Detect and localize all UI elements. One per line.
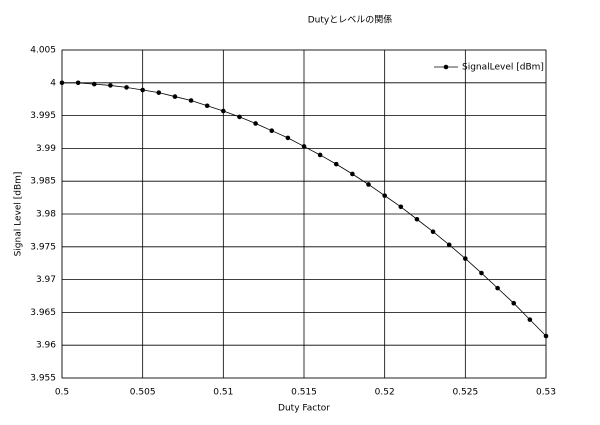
data-point — [463, 256, 468, 261]
data-point — [446, 242, 452, 248]
data-point — [108, 83, 113, 88]
y-tick-label: 3.955 — [30, 374, 56, 384]
data-point — [124, 85, 129, 90]
data-point — [91, 81, 97, 87]
data-point — [543, 333, 549, 339]
data-point — [398, 204, 404, 210]
y-tick-label: 3.96 — [36, 341, 56, 351]
data-point — [75, 80, 81, 86]
data-point — [269, 128, 275, 133]
data-point — [172, 94, 178, 99]
y-axis-label: Signal Level [dBm] — [14, 172, 24, 257]
y-tick-label: 3.99 — [36, 144, 56, 154]
data-point — [301, 144, 307, 149]
x-tick-label: 0.52 — [375, 388, 395, 398]
data-point — [317, 152, 323, 158]
data-point — [237, 114, 242, 120]
x-tick-label: 0.53 — [536, 388, 556, 398]
data-point — [479, 270, 484, 276]
y-tick-label: 3.985 — [30, 177, 56, 187]
data-point — [285, 135, 291, 141]
data-point — [333, 161, 339, 167]
legend-marker — [443, 64, 449, 70]
y-tick-label: 3.97 — [36, 275, 56, 285]
data-point — [366, 182, 371, 187]
data-point — [414, 216, 420, 222]
data-point — [495, 285, 500, 291]
data-point — [350, 171, 355, 177]
x-tick-label: 0.51 — [213, 388, 233, 398]
chart-title: Dutyとレベルの関係 — [308, 15, 393, 26]
data-point — [253, 121, 258, 126]
y-tick-label: 4 — [50, 78, 56, 88]
x-tick-label: 0.515 — [291, 388, 317, 398]
y-tick-label: 3.975 — [30, 242, 56, 252]
data-point — [188, 98, 194, 103]
y-tick-label: 3.965 — [30, 308, 56, 318]
data-point — [59, 80, 65, 86]
data-point — [511, 300, 517, 306]
y-tick-label: 3.98 — [36, 210, 56, 220]
x-tick-label: 0.5 — [55, 388, 69, 398]
data-point — [204, 103, 210, 109]
data-point — [527, 317, 533, 322]
data-point — [382, 193, 387, 198]
x-tick-label: 0.505 — [130, 388, 156, 398]
x-axis-label: Duty Factor — [278, 404, 330, 414]
y-tick-label: 4.005 — [30, 46, 56, 56]
data-point — [140, 87, 145, 93]
data-point — [430, 229, 436, 235]
data-point — [156, 90, 162, 95]
y-tick-label: 3.995 — [30, 111, 56, 121]
legend-label: SignalLevel [dBm] — [462, 63, 544, 73]
x-tick-label: 0.525 — [452, 388, 478, 398]
data-point — [221, 108, 226, 114]
